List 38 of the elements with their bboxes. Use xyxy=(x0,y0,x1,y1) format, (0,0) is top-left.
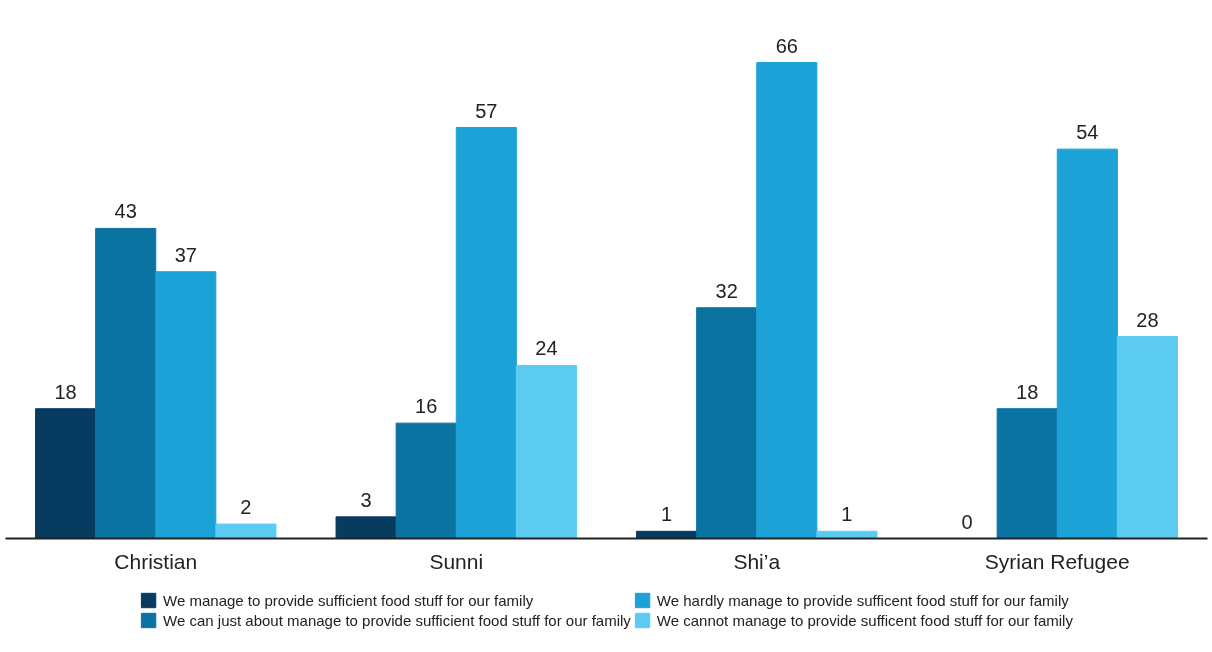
bar xyxy=(95,227,157,539)
data-label: 3 xyxy=(360,488,372,511)
data-label: 18 xyxy=(1016,380,1039,403)
data-label: 28 xyxy=(1136,308,1159,331)
data-label: 54 xyxy=(1076,121,1099,144)
data-label: 43 xyxy=(114,200,137,223)
bar xyxy=(35,408,97,539)
data-label: 1 xyxy=(661,503,673,526)
data-label: 66 xyxy=(775,34,798,57)
legend-label: We manage to provide sufficient food stuff for our family xyxy=(163,591,534,609)
legend-label: We can just about manage to provide sufficient food stuff for our family xyxy=(163,611,631,629)
x-tick-label: Shi’a xyxy=(733,549,781,573)
legend-label: We hardly manage to provide sufficent food stuff for our family xyxy=(656,591,1069,609)
legend-label: We cannot manage to provide sufficent food stuff for our family xyxy=(656,611,1073,629)
bar xyxy=(395,422,457,539)
bar xyxy=(215,523,277,539)
data-label: 24 xyxy=(535,337,558,360)
bar xyxy=(996,408,1058,539)
bar xyxy=(816,530,878,539)
bar xyxy=(515,364,577,539)
bar xyxy=(756,62,818,539)
bar xyxy=(155,271,217,539)
data-label: 16 xyxy=(415,395,438,418)
x-tick-label: Sunni xyxy=(429,549,484,573)
data-label: 37 xyxy=(174,243,197,266)
data-label: 18 xyxy=(54,380,77,403)
x-tick-label: Syrian Refugee xyxy=(984,549,1130,573)
bar xyxy=(696,307,758,539)
bar xyxy=(335,516,397,539)
data-label: 0 xyxy=(961,510,973,533)
data-label: 32 xyxy=(715,279,738,302)
x-tick-label: Christian xyxy=(114,549,198,573)
bar xyxy=(1056,148,1118,539)
data-label: 1 xyxy=(841,503,853,526)
data-label: 2 xyxy=(240,496,252,519)
bar xyxy=(455,127,517,539)
data-label: 57 xyxy=(475,99,498,122)
bar xyxy=(1116,336,1178,539)
